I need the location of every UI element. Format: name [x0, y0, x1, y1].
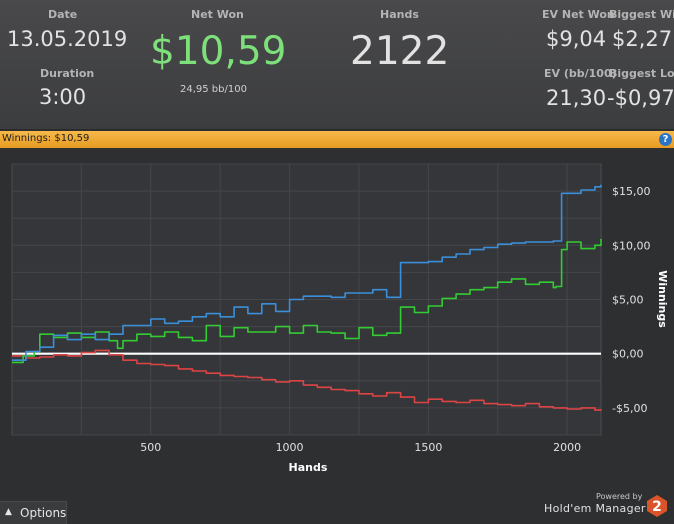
x-tick-label: 500 [140, 441, 161, 454]
x-tick-label: 2000 [553, 441, 581, 454]
y-tick-label: $10,00 [612, 239, 651, 252]
net-won-value: $10,59 [150, 29, 287, 74]
hands-value: 2122 [350, 29, 450, 74]
options-label: Options [20, 506, 67, 520]
stats-panel: Date 13.05.2019 Duration 3:00 Net Won $1… [0, 0, 674, 130]
net-won-label: Net Won [191, 8, 244, 21]
options-caret-icon: ▲ [5, 507, 12, 517]
hm2-badge-text: 2 [652, 499, 662, 515]
ev-bb100-value: 21,30 [546, 86, 607, 110]
x-axis-title: Hands [289, 461, 328, 474]
series-line-showdown [12, 184, 602, 361]
x-tick-label: 1500 [414, 441, 442, 454]
biggest-win-value: $2,27 [612, 27, 673, 51]
ev-net-won-value: $9,04 [546, 27, 607, 51]
chart-title: Winnings: $10,59 [2, 133, 90, 144]
y-tick-label: $5,00 [612, 294, 644, 307]
duration-label: Duration [40, 67, 95, 80]
biggest-loss-value: -$0,97 [607, 86, 674, 110]
y-tick-label: $0,00 [612, 348, 644, 361]
biggest-win-label: Biggest Win [609, 8, 674, 21]
ev-net-won-label: EV Net Won [542, 8, 615, 21]
biggest-loss-label: Biggest Loss [609, 67, 674, 80]
ev-bb100-label: EV (bb/100) [544, 67, 617, 80]
series-line-non-showdown [12, 349, 602, 411]
date-label: Date [48, 8, 78, 21]
winnings-chart: $15,00 $10,00 $5,00 $0,00 -$5,00 500 1000 1500… [0, 148, 674, 493]
y-axis-title: Winnings [656, 270, 669, 328]
product-name: Hold'em Manager [544, 502, 646, 515]
options-button[interactable]: ▲ Options [0, 501, 67, 524]
y-tick-label: -$5,00 [612, 402, 647, 415]
y-tick-label: $15,00 [612, 185, 651, 198]
help-icon[interactable]: ? [659, 133, 672, 146]
bb-per-100-value: 24,95 bb/100 [180, 84, 247, 95]
x-tick-label: 1000 [276, 441, 304, 454]
date-value: 13.05.2019 [7, 27, 128, 51]
chart-title-bar: Winnings: $10,59 ? [0, 131, 674, 148]
hm2-logo: 2 [647, 495, 667, 517]
hands-label: Hands [380, 8, 419, 21]
duration-value: 3:00 [39, 85, 87, 109]
powered-by-text: Powered by [596, 492, 643, 501]
